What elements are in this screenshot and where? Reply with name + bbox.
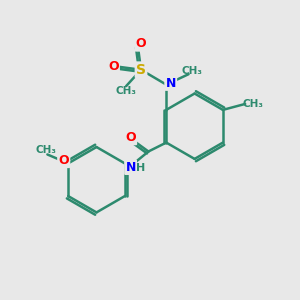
Text: S: S (136, 63, 146, 77)
Text: CH₃: CH₃ (116, 85, 136, 96)
Text: CH₃: CH₃ (35, 145, 56, 155)
Text: O: O (136, 38, 146, 50)
Text: O: O (125, 131, 136, 144)
Text: CH₃: CH₃ (242, 99, 263, 109)
Text: N: N (166, 76, 176, 90)
Text: N: N (125, 161, 136, 174)
Text: O: O (108, 60, 119, 73)
Text: O: O (58, 154, 69, 167)
Text: CH₃: CH₃ (181, 66, 202, 76)
Text: H: H (136, 164, 145, 173)
